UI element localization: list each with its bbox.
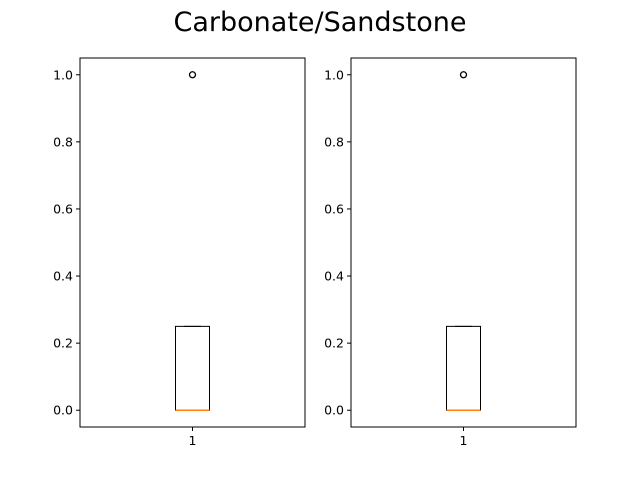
y-tick-label: 1.0	[324, 67, 344, 82]
y-tick-label: 0.6	[53, 201, 73, 216]
y-tick-label: 1.0	[53, 67, 73, 82]
y-tick-label: 0.8	[324, 134, 344, 149]
x-tick-label: 1	[460, 433, 468, 448]
box-body	[175, 325, 210, 411]
flier-point	[188, 71, 197, 79]
axes-frame	[79, 57, 306, 428]
box-body	[446, 325, 481, 411]
subplot-2: 0.0 0.2 0.4 0.6 0.8 1.0 1	[324, 57, 577, 448]
subplot-1: 0.0 0.2 0.4 0.6 0.8 1.0 1	[53, 57, 306, 448]
y-tick-label: 0.4	[324, 269, 344, 284]
flier-point	[459, 71, 468, 79]
y-tick-label: 0.4	[53, 269, 73, 284]
y-tick-label: 0.8	[53, 134, 73, 149]
y-tick-label: 0.2	[324, 336, 344, 351]
y-tick-label: 0.2	[53, 336, 73, 351]
y-tick-label: 0.0	[324, 403, 344, 418]
axes-frame	[350, 57, 577, 428]
y-tick-label: 0.0	[53, 403, 73, 418]
y-tick-label: 0.6	[324, 201, 344, 216]
x-tick-label: 1	[189, 433, 197, 448]
figure-title: Carbonate/Sandstone	[173, 7, 467, 38]
